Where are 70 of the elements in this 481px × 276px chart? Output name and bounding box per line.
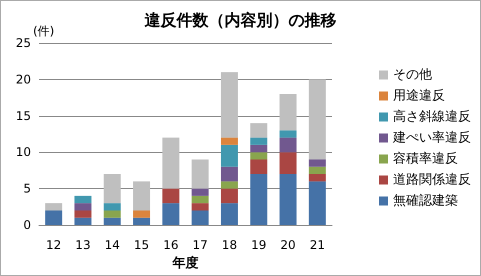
x-tick-label: 18 (222, 238, 238, 252)
y-tick-label: 20 (16, 72, 31, 86)
bar (308, 174, 326, 182)
legend-label: 用途違反 (393, 88, 445, 104)
x-axis-title: 年度 (172, 255, 198, 271)
bar (308, 79, 326, 160)
bar (162, 188, 180, 204)
bar (104, 203, 121, 210)
bar (308, 181, 326, 225)
bar (192, 188, 209, 196)
bar (133, 210, 150, 218)
bar (250, 138, 268, 145)
bar (220, 144, 238, 167)
bar (74, 218, 92, 225)
x-tick-label: 19 (251, 238, 266, 252)
bar (250, 174, 268, 225)
bar (220, 138, 238, 145)
y-tick-label: 25 (16, 36, 31, 50)
bar (74, 203, 92, 210)
bar (220, 188, 238, 204)
y-tick-label: 15 (16, 108, 31, 123)
bar (45, 203, 62, 210)
x-tick-label: 17 (192, 238, 208, 252)
chart-title: 違反件数（内容別）の推移 (144, 10, 336, 30)
bar (74, 196, 92, 204)
bar (220, 166, 238, 182)
bar (104, 210, 121, 218)
bar (192, 159, 209, 189)
legend-label: 高さ斜線違反 (393, 108, 471, 124)
bar (162, 138, 180, 189)
bar (280, 130, 297, 138)
x-tick-label: 15 (134, 238, 150, 252)
legend-label: 容積率違反 (393, 150, 458, 166)
x-tick-label: 14 (104, 238, 120, 252)
bar (308, 166, 326, 174)
bar (74, 210, 92, 218)
x-tick-label: 13 (75, 238, 91, 252)
bar (250, 159, 268, 174)
legend-label: その他 (393, 68, 432, 82)
bar (192, 210, 209, 225)
bar (280, 94, 297, 130)
bar (133, 218, 150, 225)
y-tick-label: 0 (23, 218, 31, 232)
bar (133, 181, 150, 210)
y-axis-title: (件) (33, 24, 54, 38)
legend-label: 道路関係違反 (393, 172, 471, 188)
y-tick-label: 10 (16, 145, 31, 160)
y-tick-label: 5 (23, 182, 31, 196)
bar (192, 203, 209, 210)
bar (220, 203, 238, 225)
bar (250, 144, 268, 152)
bar (45, 210, 62, 225)
bar (220, 181, 238, 189)
bar (192, 196, 209, 204)
bar (250, 123, 268, 138)
legend-label: 建ぺい率違反 (392, 130, 471, 146)
x-tick-label: 16 (163, 238, 178, 252)
x-tick-label: 20 (280, 238, 296, 252)
bar (280, 152, 297, 174)
bar (308, 159, 326, 167)
bar (250, 152, 268, 160)
bar (104, 218, 121, 225)
bar (104, 174, 121, 204)
bar (280, 138, 297, 152)
x-tick-label: 12 (46, 238, 62, 252)
bar (280, 174, 297, 225)
legend-label: 無確認建築 (393, 194, 458, 208)
x-tick-label: 21 (310, 238, 325, 252)
bar (162, 203, 180, 225)
bar (220, 72, 238, 138)
